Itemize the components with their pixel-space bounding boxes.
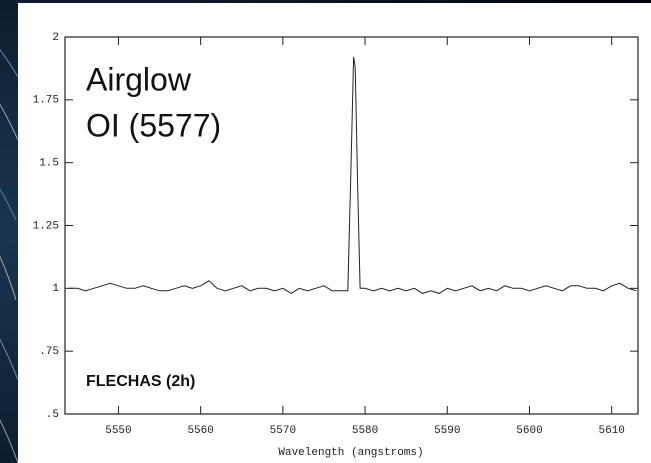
annotation: OI (5577) <box>86 107 221 143</box>
y-tick-label: 2 <box>52 32 59 44</box>
y-tick-label: 1 <box>52 283 59 295</box>
x-tick-label: 5560 <box>187 425 213 437</box>
y-tick-label: 1.25 <box>33 220 59 232</box>
y-tick-label: 1.5 <box>39 158 59 170</box>
annotation: FLECHAS (2h) <box>86 373 195 390</box>
x-tick-label: 5600 <box>516 425 542 437</box>
x-tick-label: 5580 <box>352 425 378 437</box>
y-tick-label: .5 <box>46 409 59 421</box>
y-tick-label: .75 <box>39 346 59 358</box>
x-tick-label: 5550 <box>105 425 131 437</box>
y-tick-label: 1.75 <box>33 95 59 107</box>
spectrum-line <box>69 57 637 294</box>
panel <box>18 3 651 463</box>
x-tick-label: 5570 <box>270 425 296 437</box>
x-tick-label: 5590 <box>434 425 460 437</box>
annotation: Airglow <box>86 61 192 97</box>
x-axis-label: Wavelength (angstroms) <box>278 447 423 459</box>
x-tick-label: 5610 <box>598 425 624 437</box>
